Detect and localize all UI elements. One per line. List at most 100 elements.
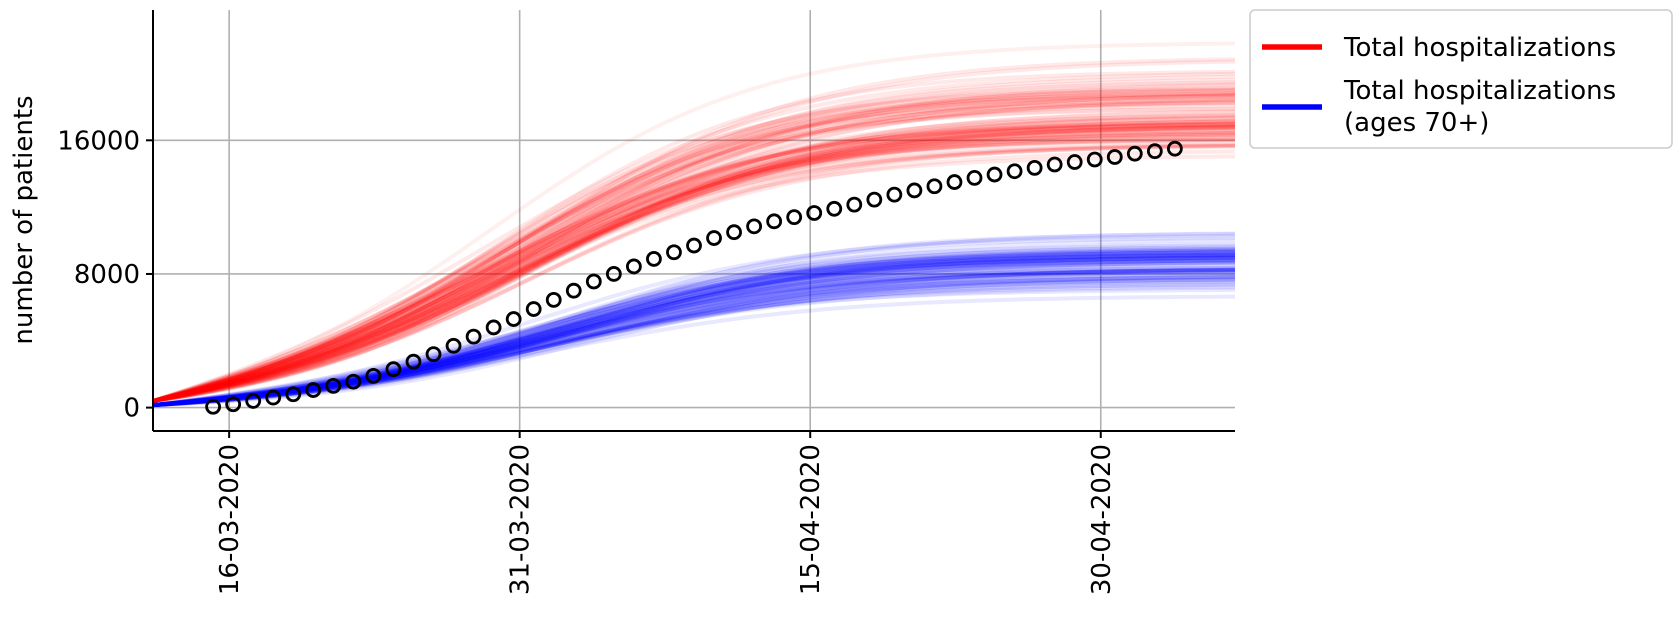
ensemble-curve <box>152 247 1236 408</box>
ensemble-curve <box>152 138 1236 403</box>
ensemble-curve <box>152 110 1236 403</box>
observed-point <box>1006 163 1023 180</box>
observed-point <box>265 389 282 406</box>
ensemble-curve <box>152 254 1236 408</box>
ensemble-curve <box>152 137 1236 403</box>
ensemble-curve <box>152 106 1236 403</box>
ensemble-curve <box>152 112 1236 403</box>
ensemble-curve <box>152 288 1235 408</box>
ensemble-curve <box>152 101 1236 403</box>
observed-point <box>986 166 1003 183</box>
ensemble-curve <box>152 275 1236 408</box>
legend-frame <box>1249 9 1673 149</box>
ensemble-curve <box>152 267 1236 408</box>
ensemble-curve <box>152 253 1236 408</box>
ensemble-curve <box>152 81 1236 403</box>
ensemble-curve <box>152 249 1236 408</box>
observed-point <box>646 251 662 267</box>
observed-point <box>706 230 722 246</box>
ensemble-curve <box>152 260 1235 408</box>
ensemble-curve <box>152 144 1236 403</box>
ensemble-curve <box>152 137 1236 403</box>
ensemble-curve <box>152 119 1236 403</box>
ensemble-curve <box>152 113 1236 403</box>
ensemble-curve <box>152 248 1236 408</box>
ensemble-curve <box>152 281 1236 408</box>
ensemble-curve <box>152 275 1236 408</box>
ensemble-curve <box>152 121 1236 403</box>
ensemble-curve <box>152 258 1236 408</box>
ensemble-curve <box>152 277 1236 408</box>
ensemble-curve <box>152 279 1236 408</box>
observed-point <box>846 196 863 213</box>
y-axis-label: number of patients <box>9 95 39 344</box>
ensemble-curve <box>152 130 1236 403</box>
observed-point <box>605 266 622 282</box>
ensemble-curve <box>152 255 1235 408</box>
ensemble-curve <box>152 252 1236 408</box>
ensemble-curve <box>152 258 1236 408</box>
ensemble-curve <box>152 268 1235 408</box>
ensemble-curve <box>152 256 1236 408</box>
ensemble-curve <box>152 92 1236 403</box>
ensemble-curve <box>152 270 1236 408</box>
ensemble-curve <box>152 232 1235 408</box>
ensemble-curve <box>152 277 1236 408</box>
ensemble-curve <box>152 125 1236 403</box>
ensemble-curve <box>152 97 1236 403</box>
ensemble-curve <box>152 261 1236 408</box>
ensemble-curve <box>152 241 1236 408</box>
ensemble-curve <box>152 74 1236 403</box>
ensemble-curve <box>152 143 1236 403</box>
observed-point <box>1106 149 1123 165</box>
ensemble-curve <box>152 80 1236 403</box>
ensemble-curve <box>152 92 1236 403</box>
ensemble-curve <box>152 270 1236 408</box>
ensemble-curve <box>152 271 1236 408</box>
observed-point <box>545 291 562 308</box>
ensemble-curve <box>152 131 1236 403</box>
ensemble-curve <box>152 260 1236 408</box>
observed-point <box>906 182 923 199</box>
ensemble-curve <box>152 125 1236 403</box>
ensemble-curve <box>152 119 1236 403</box>
observed-point <box>305 382 322 398</box>
observed-point <box>485 319 502 336</box>
ensemble-curve <box>152 143 1236 403</box>
ensemble-curve <box>152 260 1236 408</box>
ensemble-curve <box>152 265 1236 408</box>
y-tick-label: 16000 <box>57 126 140 156</box>
ensemble-curve <box>152 252 1235 408</box>
ensemble-curve <box>152 128 1236 403</box>
observed-point <box>385 361 402 378</box>
y-tick-label: 0 <box>123 394 140 424</box>
ensemble-curve <box>152 77 1236 403</box>
ensemble-curve <box>152 265 1236 408</box>
ensemble-curve <box>152 134 1236 403</box>
observed-point <box>245 393 262 409</box>
ensemble-curve <box>152 87 1236 403</box>
ensemble-curve <box>152 238 1236 408</box>
y-ticks: 0 8000 16000 <box>57 126 153 424</box>
ensemble-curve <box>152 89 1236 403</box>
ensemble-curve <box>152 231 1236 408</box>
legend: Total hospitalizations Total hospitalizat… <box>1249 9 1673 149</box>
observed-point <box>1166 140 1183 157</box>
observed-point <box>746 218 763 235</box>
ensemble-curve <box>152 263 1235 408</box>
ensemble-curve <box>152 260 1236 408</box>
observed-point <box>926 178 943 195</box>
observed-point <box>225 396 242 413</box>
ensemble-curve <box>152 253 1235 408</box>
ensemble-curve <box>152 277 1236 408</box>
ensemble-curve <box>152 268 1236 408</box>
x-ticks: 16-03-2020 31-03-2020 15-04-2020 30-04-2020 <box>215 431 1117 595</box>
observed-point <box>525 301 542 317</box>
ensemble-curve <box>152 274 1235 408</box>
ensemble-curve <box>152 258 1236 408</box>
axes <box>152 10 1235 432</box>
ensemble-curve <box>152 91 1236 403</box>
ensemble-curve <box>152 267 1236 408</box>
ensemble-curve <box>152 132 1236 403</box>
